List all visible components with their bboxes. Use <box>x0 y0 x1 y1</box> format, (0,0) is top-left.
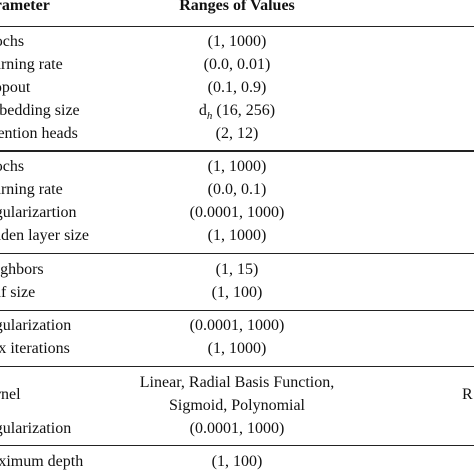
table-row-range: (0.0001, 1000) <box>189 317 285 334</box>
table-row-param: Attention heads <box>0 125 78 142</box>
table-row-range: (1, 1000) <box>207 158 267 175</box>
table-row-param: Neighbors <box>0 261 44 278</box>
table-row-param: Learning rate <box>0 56 63 73</box>
group-divider <box>0 366 474 367</box>
table-row-range: (1, 1000) <box>207 33 267 50</box>
table-row-param: Embedding size <box>0 102 80 119</box>
column-header-ranges: Ranges of Values <box>179 0 295 14</box>
column-header-parameter: Parameter <box>0 0 50 14</box>
table-row-param: Regularization <box>0 420 72 437</box>
table-row-param: Regularizartion <box>0 204 77 221</box>
group-divider <box>0 445 474 446</box>
table-row-range: (0.0, 0.1) <box>207 181 267 198</box>
table-row-param: Leaf size <box>0 284 36 301</box>
table-row-range: (0.0001, 1000) <box>189 420 285 437</box>
table-row-param: Max iterations <box>0 340 70 357</box>
table-row-range: (1, 15) <box>215 261 259 278</box>
range-symbol-subscript: h <box>206 110 213 123</box>
clipped-column-fragment: R <box>462 386 473 403</box>
table-row-range: (0.1, 0.9) <box>207 79 267 96</box>
header-divider <box>0 26 474 27</box>
table-row-param: Regularization <box>0 317 72 334</box>
table-row-range: (1, 100) <box>211 284 263 301</box>
group-divider <box>0 253 474 254</box>
table-row-range: (1, 1000) <box>207 340 267 357</box>
table-row-param: Dropout <box>0 79 31 96</box>
table-row-range: (1, 100) <box>211 453 263 470</box>
table-row-param: Epochs <box>0 33 25 50</box>
table-row-range: (0.0001, 1000) <box>189 204 285 221</box>
table-row-param: Kernel <box>0 386 21 403</box>
table-row-range: (0.0, 0.01) <box>203 56 271 73</box>
table-row-param: Learning rate <box>0 181 63 198</box>
table-row-range: (2, 12) <box>215 125 259 142</box>
table-row-param: Hidden layer size <box>0 227 89 244</box>
group-divider <box>0 150 474 152</box>
table-row-range: (1, 1000) <box>207 227 267 244</box>
table-row-param: Epochs <box>0 158 25 175</box>
table-row-range-line2: Sigmoid, Polynomial <box>168 397 305 414</box>
table-row-param: Maximum depth <box>0 453 84 470</box>
range-values: (16, 256) <box>212 102 276 119</box>
table-row-range: dh (16, 256) <box>0 99 474 123</box>
group-divider <box>0 310 474 311</box>
table-row-range-line1: Linear, Radial Basis Function, <box>139 374 335 391</box>
range-symbol: d <box>198 102 207 119</box>
